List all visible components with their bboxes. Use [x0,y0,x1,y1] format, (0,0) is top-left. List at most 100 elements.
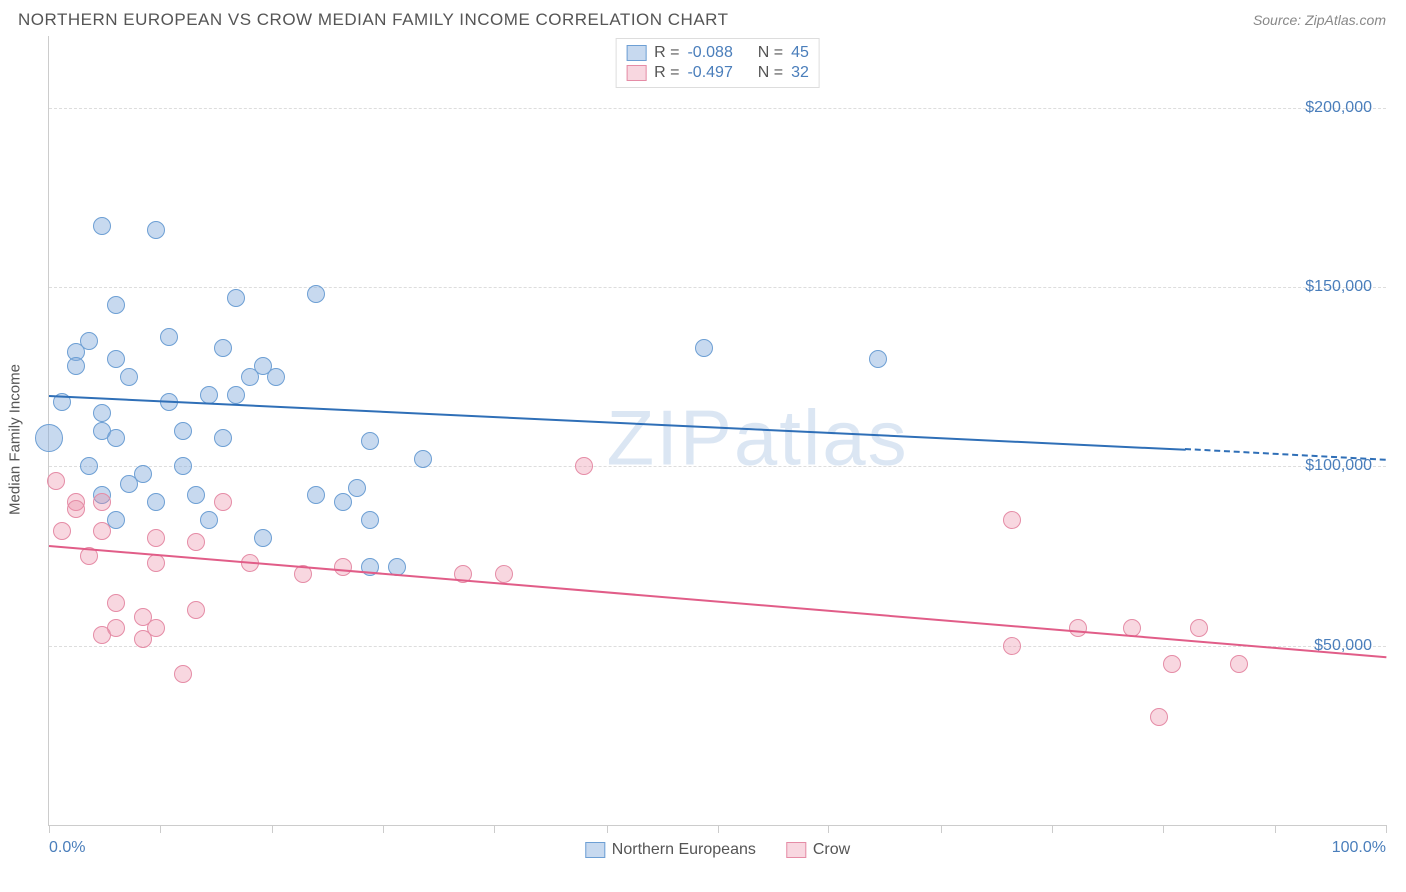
data-point [348,479,366,497]
stat-n-value: 32 [791,64,809,82]
data-point [187,533,205,551]
series-legend: Northern Europeans Crow [585,841,850,859]
legend-label: Crow [813,841,850,859]
data-point [495,565,513,583]
data-point [93,493,111,511]
data-point [307,486,325,504]
data-point [1069,619,1087,637]
legend-swatch [585,842,605,858]
source-attribution: Source: ZipAtlas.com [1253,12,1386,28]
gridline [49,287,1386,288]
legend-swatch [626,65,646,81]
legend-item: Crow [786,841,850,859]
data-point [67,357,85,375]
data-point [334,493,352,511]
stat-r-value: -0.497 [687,64,732,82]
x-axis-max-label: 100.0% [1332,839,1386,857]
stat-r-label: R = [654,64,679,82]
data-point [174,665,192,683]
data-point [200,511,218,529]
x-tick [828,825,829,833]
x-axis-min-label: 0.0% [49,839,85,857]
data-point [227,386,245,404]
data-point [67,500,85,518]
legend-swatch [626,45,646,61]
data-point [361,511,379,529]
y-tick-label: $150,000 [1305,278,1372,296]
data-point [174,457,192,475]
y-tick-label: $200,000 [1305,99,1372,117]
gridline [49,466,1386,467]
data-point [200,386,218,404]
data-point [214,429,232,447]
data-point [187,486,205,504]
x-tick [494,825,495,833]
legend-item: Northern Europeans [585,841,756,859]
data-point [214,339,232,357]
data-point [1190,619,1208,637]
scatter-chart: Median Family Income ZIPatlas $50,000$10… [48,36,1386,826]
x-tick [1052,825,1053,833]
data-point [1003,637,1021,655]
data-point [1150,708,1168,726]
data-point [147,493,165,511]
x-tick [941,825,942,833]
data-point [1230,655,1248,673]
data-point [254,529,272,547]
data-point [147,221,165,239]
data-point [227,289,245,307]
data-point [107,296,125,314]
stat-r-label: R = [654,44,679,62]
data-point [147,529,165,547]
x-tick [607,825,608,833]
data-point [93,217,111,235]
data-point [35,424,63,452]
data-point [334,558,352,576]
data-point [93,626,111,644]
data-point [267,368,285,386]
x-tick [1163,825,1164,833]
stats-row: R = -0.497 N = 32 [626,63,809,83]
data-point [361,432,379,450]
data-point [47,472,65,490]
data-point [53,522,71,540]
data-point [174,422,192,440]
x-tick [272,825,273,833]
data-point [160,328,178,346]
data-point [414,450,432,468]
data-point [107,350,125,368]
legend-label: Northern Europeans [612,841,756,859]
chart-title: NORTHERN EUROPEAN VS CROW MEDIAN FAMILY … [18,10,729,30]
data-point [80,457,98,475]
data-point [307,285,325,303]
stat-n-value: 45 [791,44,809,62]
data-point [134,630,152,648]
x-tick [160,825,161,833]
data-point [695,339,713,357]
x-tick [1275,825,1276,833]
stat-n-label: N = [758,44,783,62]
data-point [214,493,232,511]
correlation-stats-box: R = -0.088 N = 45 R = -0.497 N = 32 [615,38,820,88]
stat-r-value: -0.088 [687,44,732,62]
data-point [869,350,887,368]
x-tick [383,825,384,833]
plot-area: $50,000$100,000$150,000$200,000 [49,36,1386,825]
data-point [1163,655,1181,673]
data-point [575,457,593,475]
data-point [120,475,138,493]
legend-swatch [786,842,806,858]
stat-n-label: N = [758,64,783,82]
data-point [93,522,111,540]
x-tick [1386,825,1387,833]
data-point [120,368,138,386]
regression-line [49,545,1386,658]
x-tick [49,825,50,833]
data-point [107,594,125,612]
y-tick-label: $100,000 [1305,457,1372,475]
data-point [80,332,98,350]
gridline [49,646,1386,647]
data-point [187,601,205,619]
data-point [147,554,165,572]
data-point [93,404,111,422]
